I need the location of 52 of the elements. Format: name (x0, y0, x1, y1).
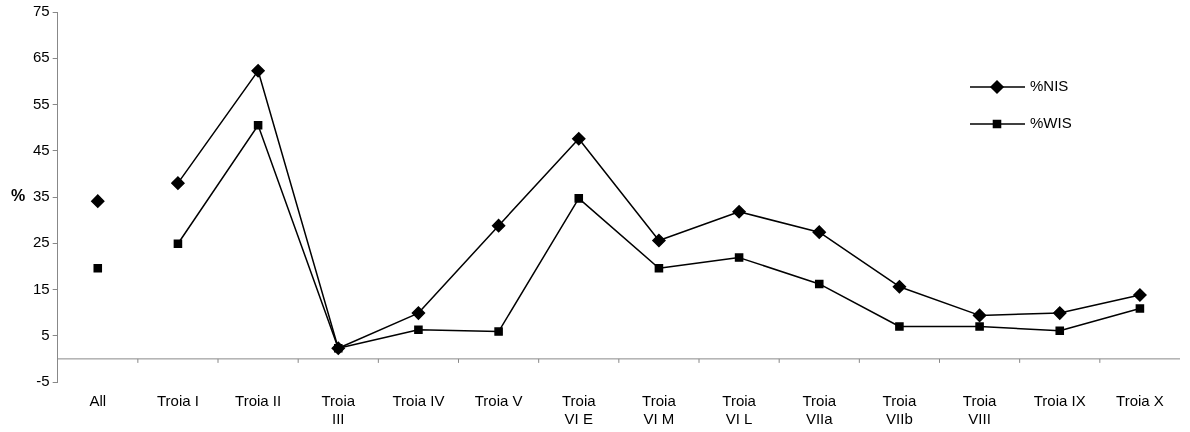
y-axis-title: % (10, 187, 26, 205)
point (734, 253, 744, 262)
x-tick-label: Troia V (474, 392, 523, 410)
x-tick-label: Troia IV (392, 392, 445, 410)
point (732, 205, 746, 219)
y-tick-label: 55 (33, 94, 50, 112)
x-tick-label: Troia I (156, 392, 199, 410)
x-tick-label: Troia VI M (642, 392, 677, 428)
point (975, 322, 984, 331)
point (972, 308, 987, 323)
legend-label: %NIS (1030, 77, 1069, 95)
x-tick-label: Troia VI L (722, 392, 757, 428)
point (414, 325, 423, 335)
y-tick-label: 45 (33, 140, 50, 158)
point (895, 322, 904, 331)
x-tick-label: Troia VIIb (882, 392, 917, 428)
point (411, 306, 426, 320)
point (892, 279, 907, 294)
point (572, 131, 586, 146)
point (1053, 306, 1067, 320)
point (654, 263, 664, 273)
y-tick-label: 5 (41, 325, 50, 343)
point (91, 194, 105, 208)
point (814, 279, 824, 289)
point (253, 121, 263, 130)
point (171, 176, 185, 190)
x-tick-label: Troia VIIa (802, 392, 837, 428)
x-tick-label: Troia III (321, 392, 356, 428)
x-tick-label: Troia VI E (561, 392, 597, 428)
point (1135, 304, 1145, 313)
x-tick-label: Troia IX (1033, 392, 1086, 410)
x-tick-label: Troia VIII (962, 392, 998, 428)
point (251, 63, 265, 78)
legend-label: %WIS (1030, 114, 1072, 132)
x-tick-label: All (89, 392, 107, 410)
point (1055, 326, 1065, 335)
y-tick-label: 15 (33, 279, 50, 297)
y-tick-label: 35 (33, 187, 50, 205)
point (1133, 288, 1147, 302)
point (494, 327, 503, 336)
point (93, 263, 103, 273)
x-tick-label: Troia X (1116, 392, 1164, 410)
x-tick-label: Troia II (235, 392, 282, 410)
point (812, 225, 827, 239)
point (173, 239, 183, 248)
y-tick-label: -5 (36, 372, 50, 390)
y-tick-label: 75 (33, 2, 50, 20)
point (574, 194, 584, 203)
point (491, 218, 506, 233)
point (652, 233, 666, 248)
y-tick-label: 65 (33, 48, 50, 66)
y-tick-label: 25 (33, 233, 50, 251)
